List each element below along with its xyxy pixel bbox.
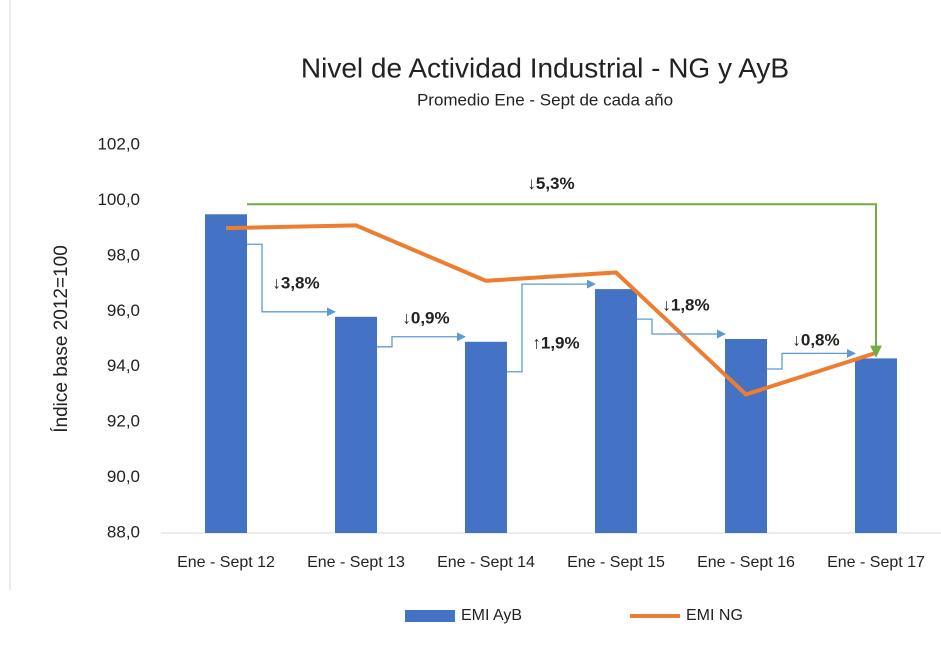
- legend-label: EMI NG: [686, 607, 743, 624]
- annotation: ↓1,8%: [662, 295, 709, 314]
- line: [225, 223, 877, 397]
- y-tick-label: 100,0: [97, 190, 140, 209]
- chart-subtitle: Promedio Ene - Sept de cada año: [417, 90, 673, 109]
- y-tick-label: 90,0: [107, 467, 140, 486]
- y-tick-label: 88,0: [107, 522, 140, 541]
- step-arrow: [377, 332, 466, 348]
- bar: [205, 214, 247, 534]
- bar: [335, 316, 377, 533]
- bar: [855, 358, 897, 533]
- chart-title: Nivel de Actividad Industrial - NG y AyB: [301, 52, 789, 83]
- x-tick-label: Ene - Sept 14: [437, 554, 535, 571]
- annotation: ↓5,3%: [527, 174, 574, 193]
- x-tick-label: Ene - Sept 15: [567, 554, 665, 571]
- step-arrow: [507, 279, 596, 373]
- bar: [725, 339, 767, 533]
- y-axis-label: Índice base 2012=100: [51, 245, 72, 433]
- annotation: ↑1,9%: [532, 333, 579, 352]
- y-tick-label: 102,0: [97, 134, 140, 153]
- x-tick-label: Ene - Sept 13: [307, 554, 405, 571]
- x-tick-label: Ene - Sept 16: [697, 554, 795, 571]
- y-tick-label: 94,0: [107, 356, 140, 375]
- annotation: ↓0,8%: [792, 330, 839, 349]
- bar: [465, 341, 507, 533]
- y-tick-label: 98,0: [107, 245, 140, 264]
- step-arrow: [247, 243, 336, 317]
- annotation: ↓3,8%: [272, 273, 319, 292]
- x-tick-label: Ene - Sept 17: [827, 554, 925, 571]
- step-arrow: [637, 318, 726, 339]
- annotation: ↓0,9%: [402, 308, 449, 327]
- legend-label: EMI AyB: [461, 607, 522, 624]
- x-tick-label: Ene - Sept 12: [177, 554, 275, 571]
- y-tick-label: 96,0: [107, 301, 140, 320]
- step-arrow: [767, 348, 856, 370]
- total-arrow: [247, 203, 882, 358]
- bar: [595, 289, 637, 533]
- legend-swatch: [405, 610, 455, 622]
- y-tick-label: 92,0: [107, 412, 140, 431]
